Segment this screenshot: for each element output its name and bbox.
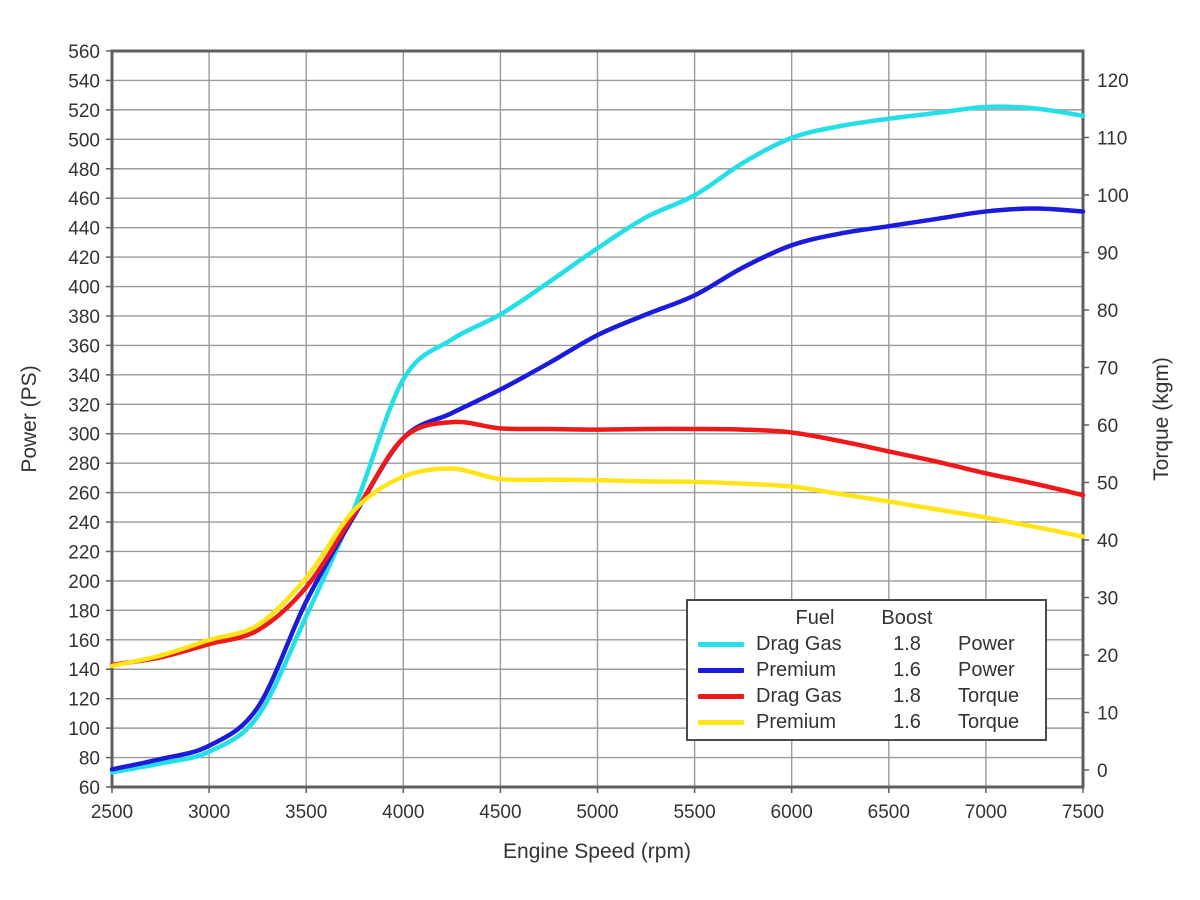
legend-swatch-cell [688, 694, 752, 699]
y2-tick-label: 90 [1097, 243, 1118, 264]
legend-quantity-label: Torque [958, 685, 1020, 707]
y-tick-label: 520 [68, 101, 100, 122]
x-tick-label: 4000 [382, 802, 424, 823]
x-tick-label: 7500 [1062, 802, 1104, 823]
y-tick-label: 340 [68, 366, 100, 387]
legend-swatch-cell [688, 720, 752, 725]
y-tick-label: 460 [68, 189, 100, 210]
legend-fuel-label: Premium [756, 711, 837, 733]
y2-tick-label: 0 [1097, 761, 1108, 782]
y-tick-label: 260 [68, 484, 100, 505]
y-tick-label: 140 [68, 660, 100, 681]
y-axis-title-right: Torque (kgm) [1150, 357, 1173, 481]
y-tick-label: 420 [68, 248, 100, 269]
y-tick-label: 560 [68, 42, 100, 63]
x-tick-label: 6000 [771, 802, 813, 823]
x-tick-label: 7000 [965, 802, 1007, 823]
plot-border [110, 49, 1085, 789]
y2-tick-label: 70 [1097, 358, 1118, 379]
y2-tick-label: 50 [1097, 473, 1118, 494]
x-tick-label: 5500 [673, 802, 715, 823]
legend-swatch-cell [688, 668, 752, 673]
y-tick-label: 380 [68, 307, 100, 328]
x-axis-title: Engine Speed (rpm) [503, 840, 691, 863]
legend-boost-value: 1.8 [893, 685, 921, 707]
legend-quantity-label: Torque [958, 711, 1020, 733]
legend-swatch-cell [688, 642, 752, 647]
legend-fuel-label: Drag Gas [756, 633, 842, 655]
y2-tick-label: 40 [1097, 531, 1118, 552]
y-tick-label: 500 [68, 130, 100, 151]
y-tick-label: 180 [68, 601, 100, 622]
series-line-drag-gas-power [109, 104, 1086, 775]
y2-tick-label: 80 [1097, 301, 1118, 322]
y-tick-label: 220 [68, 542, 100, 563]
legend-header-fuel: Fuel [795, 606, 835, 629]
legend-boost-value: 1.6 [893, 659, 921, 681]
y-tick-label: 360 [68, 336, 100, 357]
y-tick-label: 100 [68, 719, 100, 740]
y-tick-label: 400 [68, 278, 100, 299]
y-tick-label: 300 [68, 425, 100, 446]
legend-quantity-label: Power [958, 633, 1015, 655]
x-tick-label: 3500 [285, 802, 327, 823]
drag-gas-torque-swatch [698, 694, 744, 699]
y-tick-label: 540 [68, 71, 100, 92]
legend-boost-value: 1.6 [893, 711, 921, 733]
y-tick-label: 480 [68, 160, 100, 181]
legend-fuel-label: Drag Gas [756, 685, 842, 707]
drag-gas-power-swatch [698, 642, 744, 647]
legend-quantity-label: Power [958, 659, 1015, 681]
series-line-drag-gas-torque [109, 419, 1086, 668]
y2-tick-label: 100 [1097, 186, 1129, 207]
y2-tick-label: 60 [1097, 416, 1118, 437]
legend-header-boost: Boost [881, 606, 933, 629]
y2-tick-label: 110 [1097, 128, 1127, 149]
y-tick-label: 60 [79, 778, 100, 799]
y-tick-label: 320 [68, 395, 100, 416]
x-tick-label: 4500 [479, 802, 521, 823]
y2-tick-label: 120 [1097, 71, 1129, 92]
x-tick-label: 2500 [91, 802, 133, 823]
legend-boost-value: 1.8 [893, 633, 921, 655]
x-tick-label: 5000 [576, 802, 618, 823]
series-line-premium-torque [109, 466, 1086, 669]
x-tick-label: 3000 [188, 802, 230, 823]
y-tick-label: 120 [68, 690, 100, 711]
y-tick-label: 440 [68, 219, 100, 240]
series-line-premium-power [109, 206, 1086, 772]
y-tick-label: 160 [68, 631, 100, 652]
y-tick-label: 80 [79, 749, 100, 770]
y-tick-label: 280 [68, 454, 100, 475]
legend: Fuel Boost Drag Gas 1.8 Power Premium 1.… [686, 599, 1047, 741]
x-tick-label: 6500 [868, 802, 910, 823]
y-tick-label: 240 [68, 513, 100, 534]
y2-tick-label: 20 [1097, 646, 1118, 667]
y2-tick-label: 30 [1097, 588, 1118, 609]
y2-tick-label: 10 [1097, 703, 1118, 724]
y-axis-title-left: Power (PS) [18, 365, 41, 472]
premium-power-swatch [698, 668, 744, 673]
y-tick-label: 200 [68, 572, 100, 593]
legend-fuel-label: Premium [756, 659, 837, 681]
premium-torque-swatch [698, 720, 744, 725]
